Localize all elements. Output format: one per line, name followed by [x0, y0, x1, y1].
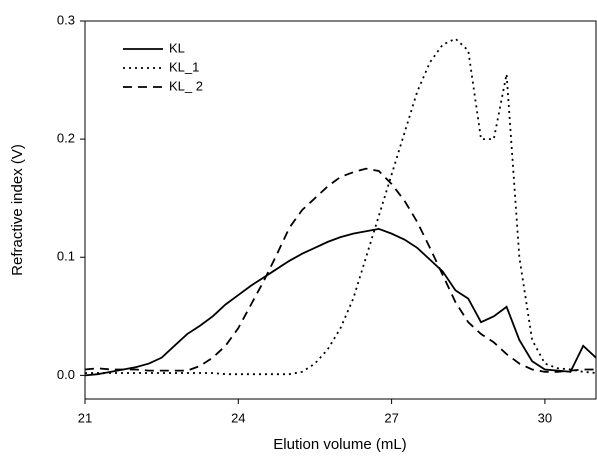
x-tick-label: 27 — [384, 410, 398, 425]
y-tick-label: 0.2 — [57, 131, 75, 146]
plot-frame — [84, 20, 597, 400]
y-tick-label: 0.1 — [57, 249, 75, 264]
data-line — [84, 227, 597, 377]
legend-label: KL — [169, 40, 185, 55]
legend-label: KL_1 — [169, 59, 199, 74]
y-tick-label: 0.0 — [57, 367, 75, 382]
x-axis-label: Elution volume (mL) — [273, 436, 406, 453]
x-tick-label: 30 — [538, 410, 552, 425]
x-tick-label: 21 — [78, 410, 92, 425]
y-axis-label: Refractive index (V) — [9, 144, 26, 276]
data-line — [85, 37, 597, 376]
x-tick-label: 24 — [231, 410, 245, 425]
legend-label: KL_ 2 — [169, 78, 203, 93]
y-tick-label: 0.3 — [57, 12, 75, 27]
